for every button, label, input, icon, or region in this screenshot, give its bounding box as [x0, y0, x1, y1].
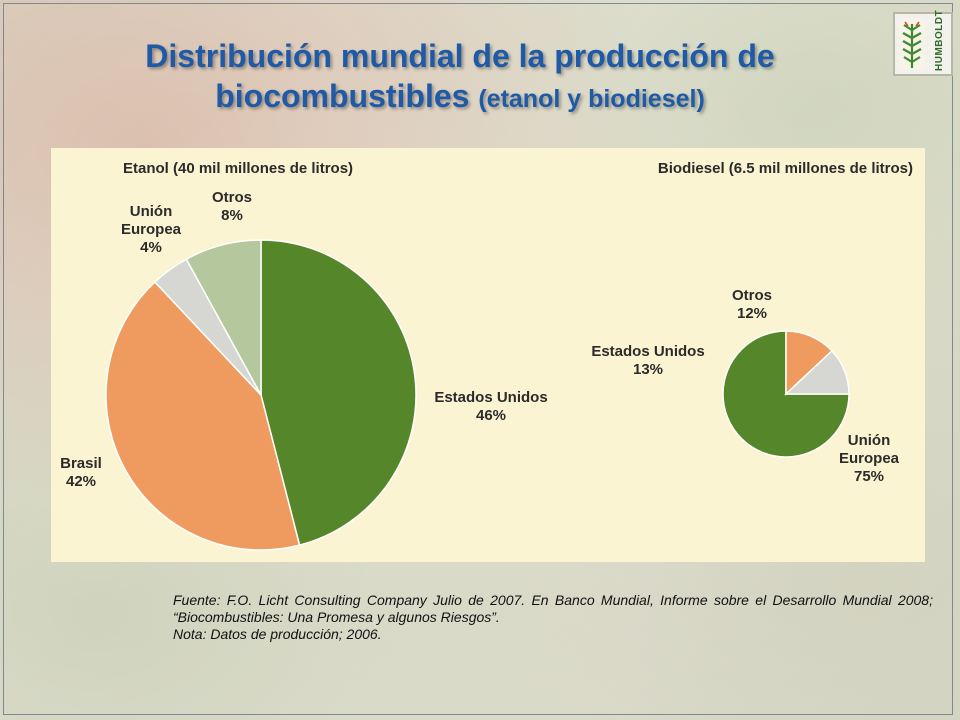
etanol-label-name-2-0: Unión	[130, 203, 173, 220]
etanol-label-value-3: 8%	[221, 207, 243, 224]
biodiesel-label-name-2-0: Otros	[732, 287, 772, 304]
title-line-2-main: biocombustibles	[215, 78, 470, 114]
title-line-2: biocombustibles (etanol y biodiesel)	[60, 76, 860, 119]
biodiesel-slice-2	[784, 349, 850, 395]
etanol-slice-1	[105, 280, 301, 551]
etanol-slice-0	[260, 239, 417, 547]
chart-panel: Etanol (40 mil millones de litros) Biodi…	[51, 148, 925, 562]
etanol-label-value-0: 46%	[476, 407, 506, 424]
wheat-icon	[899, 18, 925, 70]
slide-title: Distribución mundial de la producción de…	[60, 36, 860, 119]
biodiesel-label-value-2: 12%	[737, 305, 767, 322]
biodiesel-label-name-0-0: Unión	[848, 432, 891, 449]
source-note-text: Nota: Datos de producción; 2006.	[173, 626, 382, 642]
humboldt-logo: HUMBOLDT	[893, 9, 953, 76]
slide-frame	[3, 3, 953, 715]
chart-title-etanol: Etanol (40 mil millones de litros)	[123, 160, 353, 177]
biodiesel-label-name-0-1: Europea	[839, 450, 900, 467]
etanol-label-name-1-0: Brasil	[60, 455, 102, 472]
source-citation: Fuente: F.O. Licht Consulting Company Ju…	[173, 592, 933, 625]
title-line-1: Distribución mundial de la producción de	[145, 38, 775, 74]
source-note: Fuente: F.O. Licht Consulting Company Ju…	[173, 592, 933, 643]
biodiesel-label-value-0: 75%	[854, 468, 884, 485]
etanol-label-name-0-0: Estados Unidos	[434, 389, 547, 406]
biodiesel-label-name-1-0: Estados Unidos	[591, 343, 704, 360]
pie-charts: Etanol (40 mil millones de litros) Biodi…	[60, 160, 913, 551]
title-line-2-subtitle: (etanol y biodiesel)	[478, 85, 705, 113]
logo-text: HUMBOLDT	[934, 9, 945, 71]
etanol-label-name-3-0: Otros	[212, 189, 252, 206]
biodiesel-label-value-1: 13%	[633, 361, 663, 378]
chart-title-biodiesel: Biodiesel (6.5 mil millones de litros)	[658, 160, 913, 177]
etanol-slice-3	[185, 239, 262, 396]
etanol-label-name-2-1: Europea	[121, 221, 182, 238]
etanol-label-value-1: 42%	[66, 473, 96, 490]
etanol-label-value-2: 4%	[140, 239, 162, 256]
